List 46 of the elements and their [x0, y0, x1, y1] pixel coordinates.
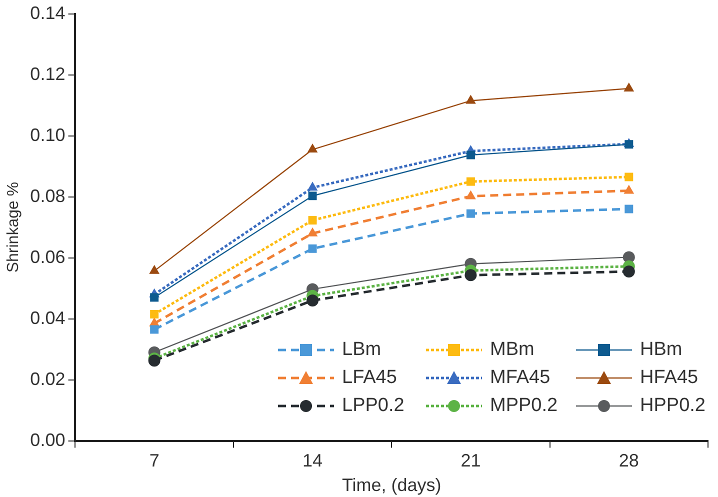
point	[622, 266, 635, 278]
point	[149, 264, 160, 274]
y-tick-label: 0.10	[30, 124, 66, 145]
point	[150, 293, 159, 302]
y-tick-label: 0.12	[30, 64, 66, 84]
y-tick-label: 0.14	[30, 2, 66, 23]
y-tick-label: 0.06	[30, 246, 66, 267]
x-axis-title: Time, (days)	[342, 475, 442, 496]
point	[307, 144, 318, 153]
point	[624, 204, 634, 214]
point	[150, 310, 159, 318]
point	[466, 150, 475, 160]
legend-label: MPP0.2	[490, 395, 558, 417]
y-tick-label: 0.04	[30, 308, 66, 328]
point	[466, 209, 475, 218]
point	[624, 184, 634, 194]
legend-label: MBm	[490, 339, 534, 361]
x-tick-label: 28	[618, 450, 639, 471]
legend-label: HBm	[640, 339, 682, 361]
legend-label: HPP0.2	[640, 395, 706, 417]
legend-label: MFA45	[490, 367, 550, 389]
y-axis-title: Shrinkage %	[5, 182, 22, 273]
point	[306, 294, 319, 306]
y-tick-label: 0.08	[30, 186, 66, 206]
y-tick-label: 0.02	[30, 368, 66, 389]
legend-label: HFA45	[640, 367, 698, 389]
point	[308, 244, 317, 253]
point	[624, 82, 634, 92]
point	[150, 325, 159, 334]
legend-label: LPP0.2	[342, 395, 404, 417]
legend-label: LBm	[342, 339, 382, 361]
x-tick-label: 7	[149, 450, 160, 471]
point	[624, 172, 634, 182]
point	[307, 227, 318, 236]
x-tick-label: 21	[460, 450, 481, 471]
legend-label: LFA45	[342, 367, 397, 389]
point	[308, 192, 317, 200]
point	[148, 354, 160, 367]
y-tick-label: 0.00	[30, 430, 66, 450]
point	[464, 269, 477, 282]
point	[466, 177, 475, 186]
point	[466, 94, 476, 104]
point	[466, 190, 476, 200]
point	[307, 182, 318, 191]
x-tick-label: 14	[302, 450, 323, 471]
point	[308, 216, 317, 225]
